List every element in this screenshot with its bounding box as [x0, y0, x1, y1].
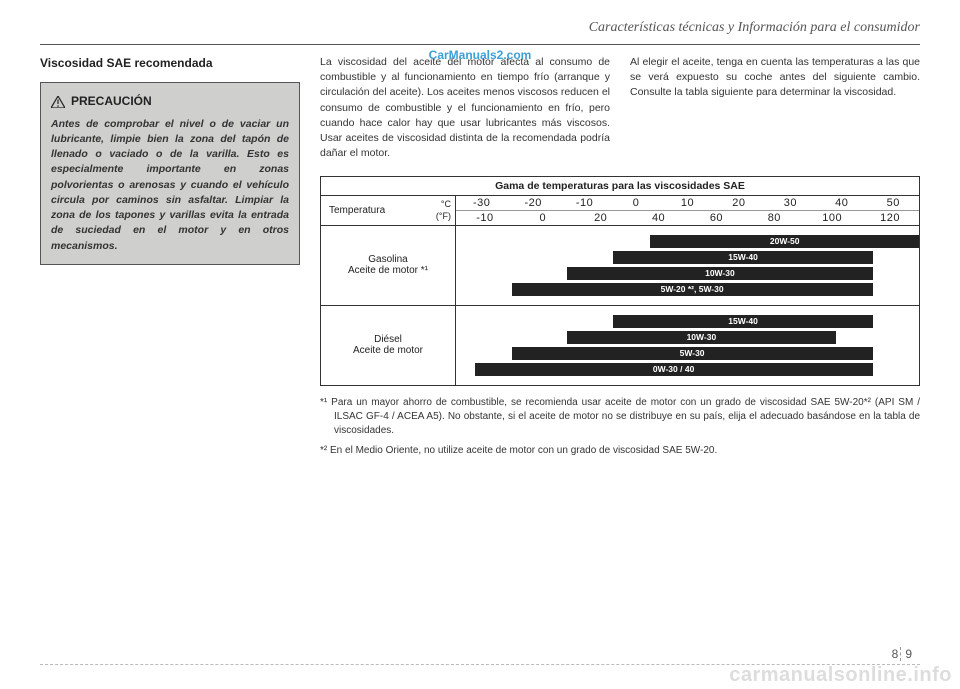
manual-page: Características técnicas y Información p…	[0, 0, 960, 689]
temperature-label: Temperatura °C (°F)	[321, 196, 456, 225]
viscosity-bar: 0W-30 / 40	[475, 363, 873, 376]
oil-label-line1: Diésel	[374, 334, 402, 345]
scale-f-tick: 40	[630, 211, 688, 225]
viscosity-table: Gama de temperaturas para las viscosidad…	[320, 176, 920, 386]
oil-label: DiéselAceite de motor	[321, 306, 456, 385]
oil-row: GasolinaAceite de motor *¹ 20W-50 15W-40 10…	[321, 226, 919, 306]
watermark-top: CarManuals2.com	[429, 48, 532, 62]
scale-c-tick: 40	[816, 196, 867, 210]
unit-c: °C	[436, 198, 451, 211]
scale-f-tick: 120	[861, 211, 919, 225]
right-text-columns: La viscosidad del aceite del motor afect…	[320, 55, 920, 162]
scale-f-tick: 100	[803, 211, 861, 225]
warning-icon	[51, 96, 65, 108]
temperature-scale: -30-20-1001020304050 -10020406080100120	[456, 196, 919, 225]
section-title: Viscosidad SAE recomendada	[40, 55, 300, 72]
scale-c-tick: -30	[456, 196, 507, 210]
oil-row: DiéselAceite de motor 15W-40 10W-30 5W-30 0W…	[321, 306, 919, 385]
right-column: Al elegir el aceite, tenga en cuenta las…	[630, 55, 920, 162]
content-columns: Viscosidad SAE recomendada PRECAUCIÓN An…	[40, 55, 920, 464]
oil-label-line2: Aceite de motor *¹	[348, 265, 428, 276]
page-header: Características técnicas y Información p…	[40, 20, 920, 45]
scale-f-tick: 60	[688, 211, 746, 225]
footnotes: *¹ Para un mayor ahorro de combustible, …	[320, 396, 920, 464]
footnote-1-prefix: *¹	[320, 397, 327, 408]
oil-bars: 15W-40 10W-30 5W-30 0W-30 / 40	[456, 306, 919, 385]
viscosity-bar: 5W-20 *², 5W-30	[512, 283, 873, 296]
scale-c-tick: 20	[713, 196, 764, 210]
footnote-2-prefix: *²	[320, 445, 327, 456]
right-area: La viscosidad del aceite del motor afect…	[320, 55, 920, 464]
scale-f-tick: 20	[572, 211, 630, 225]
middle-column: La viscosidad del aceite del motor afect…	[320, 55, 610, 162]
scale-f-tick: -10	[456, 211, 514, 225]
footnote-1-text: Para un mayor ahorro de combustible, se …	[331, 397, 920, 436]
scale-celsius: -30-20-1001020304050	[456, 196, 919, 211]
scale-f-tick: 80	[745, 211, 803, 225]
oil-label-line1: Gasolina	[368, 254, 407, 265]
caution-body: Antes de comprobar el nivel o de vaciar …	[51, 117, 289, 254]
scale-c-tick: 50	[868, 196, 919, 210]
scale-c-tick: -20	[507, 196, 558, 210]
viscosity-bar: 5W-30	[512, 347, 873, 360]
left-column: Viscosidad SAE recomendada PRECAUCIÓN An…	[40, 55, 300, 464]
page-number-page: 9	[900, 647, 916, 661]
unit-f: (°F)	[436, 210, 451, 223]
oil-label-line2: Aceite de motor	[353, 345, 423, 356]
viscosity-bar: 10W-30	[567, 267, 873, 280]
scale-fahrenheit: -10020406080100120	[456, 211, 919, 225]
scale-f-tick: 0	[514, 211, 572, 225]
caution-box: PRECAUCIÓN Antes de comprobar el nivel o…	[40, 82, 300, 264]
oil-label: GasolinaAceite de motor *¹	[321, 226, 456, 305]
footnote-2: *² En el Medio Oriente, no utilize aceit…	[320, 444, 920, 458]
temp-units: °C (°F)	[436, 198, 451, 223]
scale-c-tick: 30	[765, 196, 816, 210]
scale-c-tick: 10	[662, 196, 713, 210]
scale-c-tick: 0	[610, 196, 661, 210]
scale-c-tick: -10	[559, 196, 610, 210]
caution-title: PRECAUCIÓN	[51, 93, 289, 110]
oil-bars: 20W-50 15W-40 10W-30 5W-20 *², 5W-30	[456, 226, 919, 305]
caution-title-text: PRECAUCIÓN	[71, 93, 152, 110]
oil-rows-container: GasolinaAceite de motor *¹ 20W-50 15W-40 10…	[321, 226, 919, 385]
viscosity-bar: 20W-50	[650, 235, 919, 248]
temperature-row: Temperatura °C (°F) -30-20-1001020304050…	[321, 196, 919, 226]
viscosity-bar: 10W-30	[567, 331, 836, 344]
temp-label-text: Temperatura	[329, 205, 385, 216]
watermark-bottom: carmanualsonline.info	[729, 664, 952, 687]
footnote-2-text: En el Medio Oriente, no utilize aceite d…	[330, 445, 717, 456]
viscosity-bar: 15W-40	[613, 251, 872, 264]
table-title: Gama de temperaturas para las viscosidad…	[321, 177, 919, 196]
viscosity-bar: 15W-40	[613, 315, 872, 328]
footnote-1: *¹ Para un mayor ahorro de combustible, …	[320, 396, 920, 438]
page-number: 89	[892, 647, 916, 661]
